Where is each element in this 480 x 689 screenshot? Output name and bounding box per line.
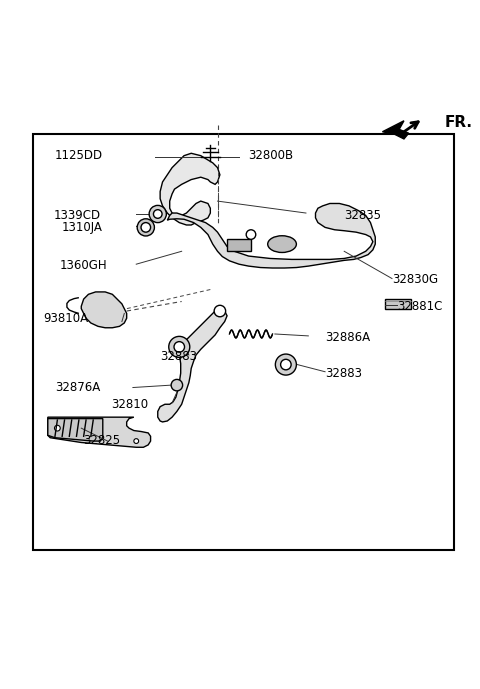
Text: 93810A: 93810A (43, 311, 88, 325)
Text: 1339CD: 1339CD (53, 209, 100, 222)
Circle shape (55, 425, 60, 431)
Text: 32881C: 32881C (397, 300, 442, 313)
Text: 1310JA: 1310JA (62, 221, 103, 234)
Circle shape (149, 205, 167, 223)
Circle shape (171, 380, 182, 391)
Polygon shape (383, 121, 409, 139)
Circle shape (141, 223, 151, 232)
Circle shape (214, 305, 226, 317)
Text: 32800B: 32800B (249, 150, 294, 162)
Text: FR.: FR. (444, 114, 473, 130)
Polygon shape (160, 153, 220, 225)
Text: 1360GH: 1360GH (60, 259, 108, 272)
Polygon shape (48, 417, 151, 447)
Text: 32835: 32835 (344, 209, 381, 222)
Text: 32830G: 32830G (392, 274, 438, 287)
Text: 32810: 32810 (111, 398, 148, 411)
Polygon shape (48, 419, 103, 441)
Circle shape (154, 209, 162, 218)
Text: 1125DD: 1125DD (55, 150, 103, 162)
Circle shape (169, 336, 190, 358)
Circle shape (246, 229, 256, 239)
Ellipse shape (268, 236, 296, 252)
Polygon shape (158, 309, 227, 422)
Text: 32825: 32825 (84, 433, 121, 446)
Circle shape (281, 360, 291, 370)
FancyBboxPatch shape (227, 239, 251, 251)
Text: 32886A: 32886A (325, 331, 370, 344)
Circle shape (276, 354, 296, 375)
Polygon shape (81, 292, 127, 328)
Circle shape (137, 219, 155, 236)
Polygon shape (385, 299, 411, 309)
Text: 32883: 32883 (160, 350, 197, 363)
Text: 32883: 32883 (325, 367, 362, 380)
Text: 32876A: 32876A (55, 381, 100, 394)
Circle shape (134, 439, 139, 444)
Circle shape (174, 342, 184, 352)
Polygon shape (168, 203, 375, 268)
